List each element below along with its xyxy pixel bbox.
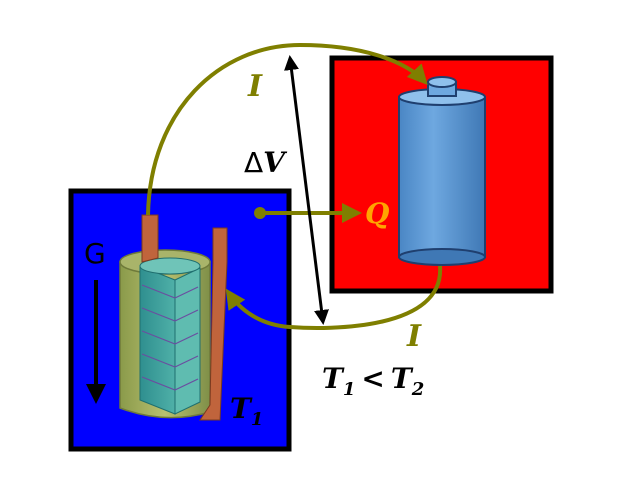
voltage-var: V	[263, 146, 288, 179]
battery-icon	[398, 76, 486, 266]
gravity-label: G	[84, 237, 106, 270]
current-arrow-top	[146, 42, 428, 216]
current-label-top: I	[247, 69, 263, 104]
relation-left-sub: 1	[343, 379, 356, 400]
relation-right-var: T	[391, 362, 414, 395]
voltage-arrow	[284, 55, 329, 325]
heat-label: Q	[365, 197, 389, 230]
delta-symbol: Δ	[244, 146, 263, 179]
temperature-relation: T1 < T2	[322, 362, 424, 400]
relation-right-sub: 2	[411, 379, 425, 400]
cold-temp-sub: 1	[251, 409, 264, 430]
cutaway-cell-icon	[119, 214, 228, 421]
cold-temp-var: T	[230, 392, 253, 425]
heat-source-dot	[254, 207, 266, 219]
relation-left-var: T	[322, 362, 345, 395]
current-label-bottom: I	[406, 319, 422, 354]
relation-op: <	[361, 362, 384, 395]
cold-temperature-label: T1	[230, 392, 263, 430]
current-arrow-bottom	[225, 265, 443, 330]
voltage-label: ΔV	[244, 146, 288, 179]
